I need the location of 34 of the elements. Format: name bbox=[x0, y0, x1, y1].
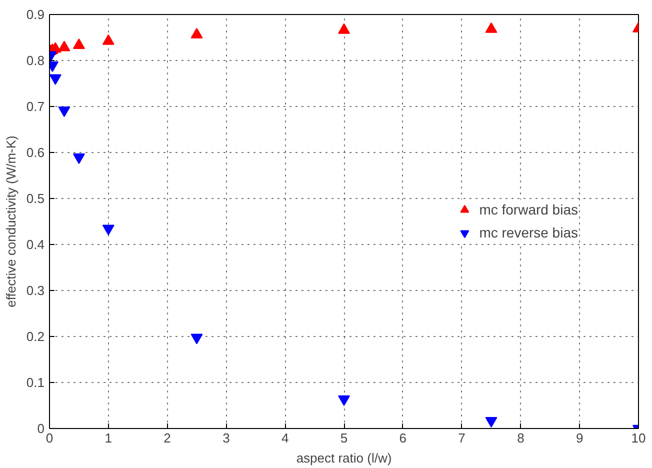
point bbox=[72, 38, 85, 49]
y-tick-label: 0.4 bbox=[26, 237, 45, 252]
x-tick-label: 9 bbox=[576, 430, 584, 446]
x-tick-label: 10 bbox=[631, 430, 646, 446]
y-tick-label: 0 bbox=[37, 421, 45, 436]
y-tick-label: 0.7 bbox=[26, 99, 45, 114]
y-tick-label: 0.6 bbox=[26, 145, 45, 160]
y-tick-label: 0.8 bbox=[26, 53, 45, 68]
point bbox=[190, 334, 203, 344]
y-tick-label: 0.9 bbox=[26, 7, 45, 22]
legend-label: mc reverse bias bbox=[479, 224, 578, 240]
point bbox=[485, 22, 498, 33]
y-tick-label: 0.5 bbox=[26, 191, 45, 206]
x-tick-label: 1 bbox=[104, 430, 112, 446]
legend-label: mc forward bias bbox=[479, 202, 578, 218]
y-tick-label: 0.2 bbox=[26, 329, 45, 344]
y-tick-label: 0.3 bbox=[26, 283, 45, 298]
point bbox=[102, 224, 114, 236]
y-axis-title: effective conductivity (W/m-K) bbox=[3, 136, 18, 308]
point bbox=[102, 34, 114, 45]
point bbox=[338, 23, 350, 34]
point bbox=[485, 417, 498, 428]
x-tick-label: 3 bbox=[222, 430, 230, 446]
x-tick-label: 4 bbox=[281, 430, 289, 446]
y-tick-label: 0.1 bbox=[26, 375, 45, 390]
x-tick-label: 2 bbox=[164, 430, 171, 446]
x-tick-label: 6 bbox=[399, 430, 407, 446]
point bbox=[190, 28, 203, 38]
x-axis-title: aspect ratio (l/w) bbox=[296, 450, 392, 466]
point bbox=[338, 395, 350, 406]
x-tick-label: 5 bbox=[340, 430, 348, 446]
point bbox=[58, 40, 70, 52]
x-tick-label: 7 bbox=[458, 430, 466, 446]
x-tick-label: 8 bbox=[517, 430, 524, 446]
